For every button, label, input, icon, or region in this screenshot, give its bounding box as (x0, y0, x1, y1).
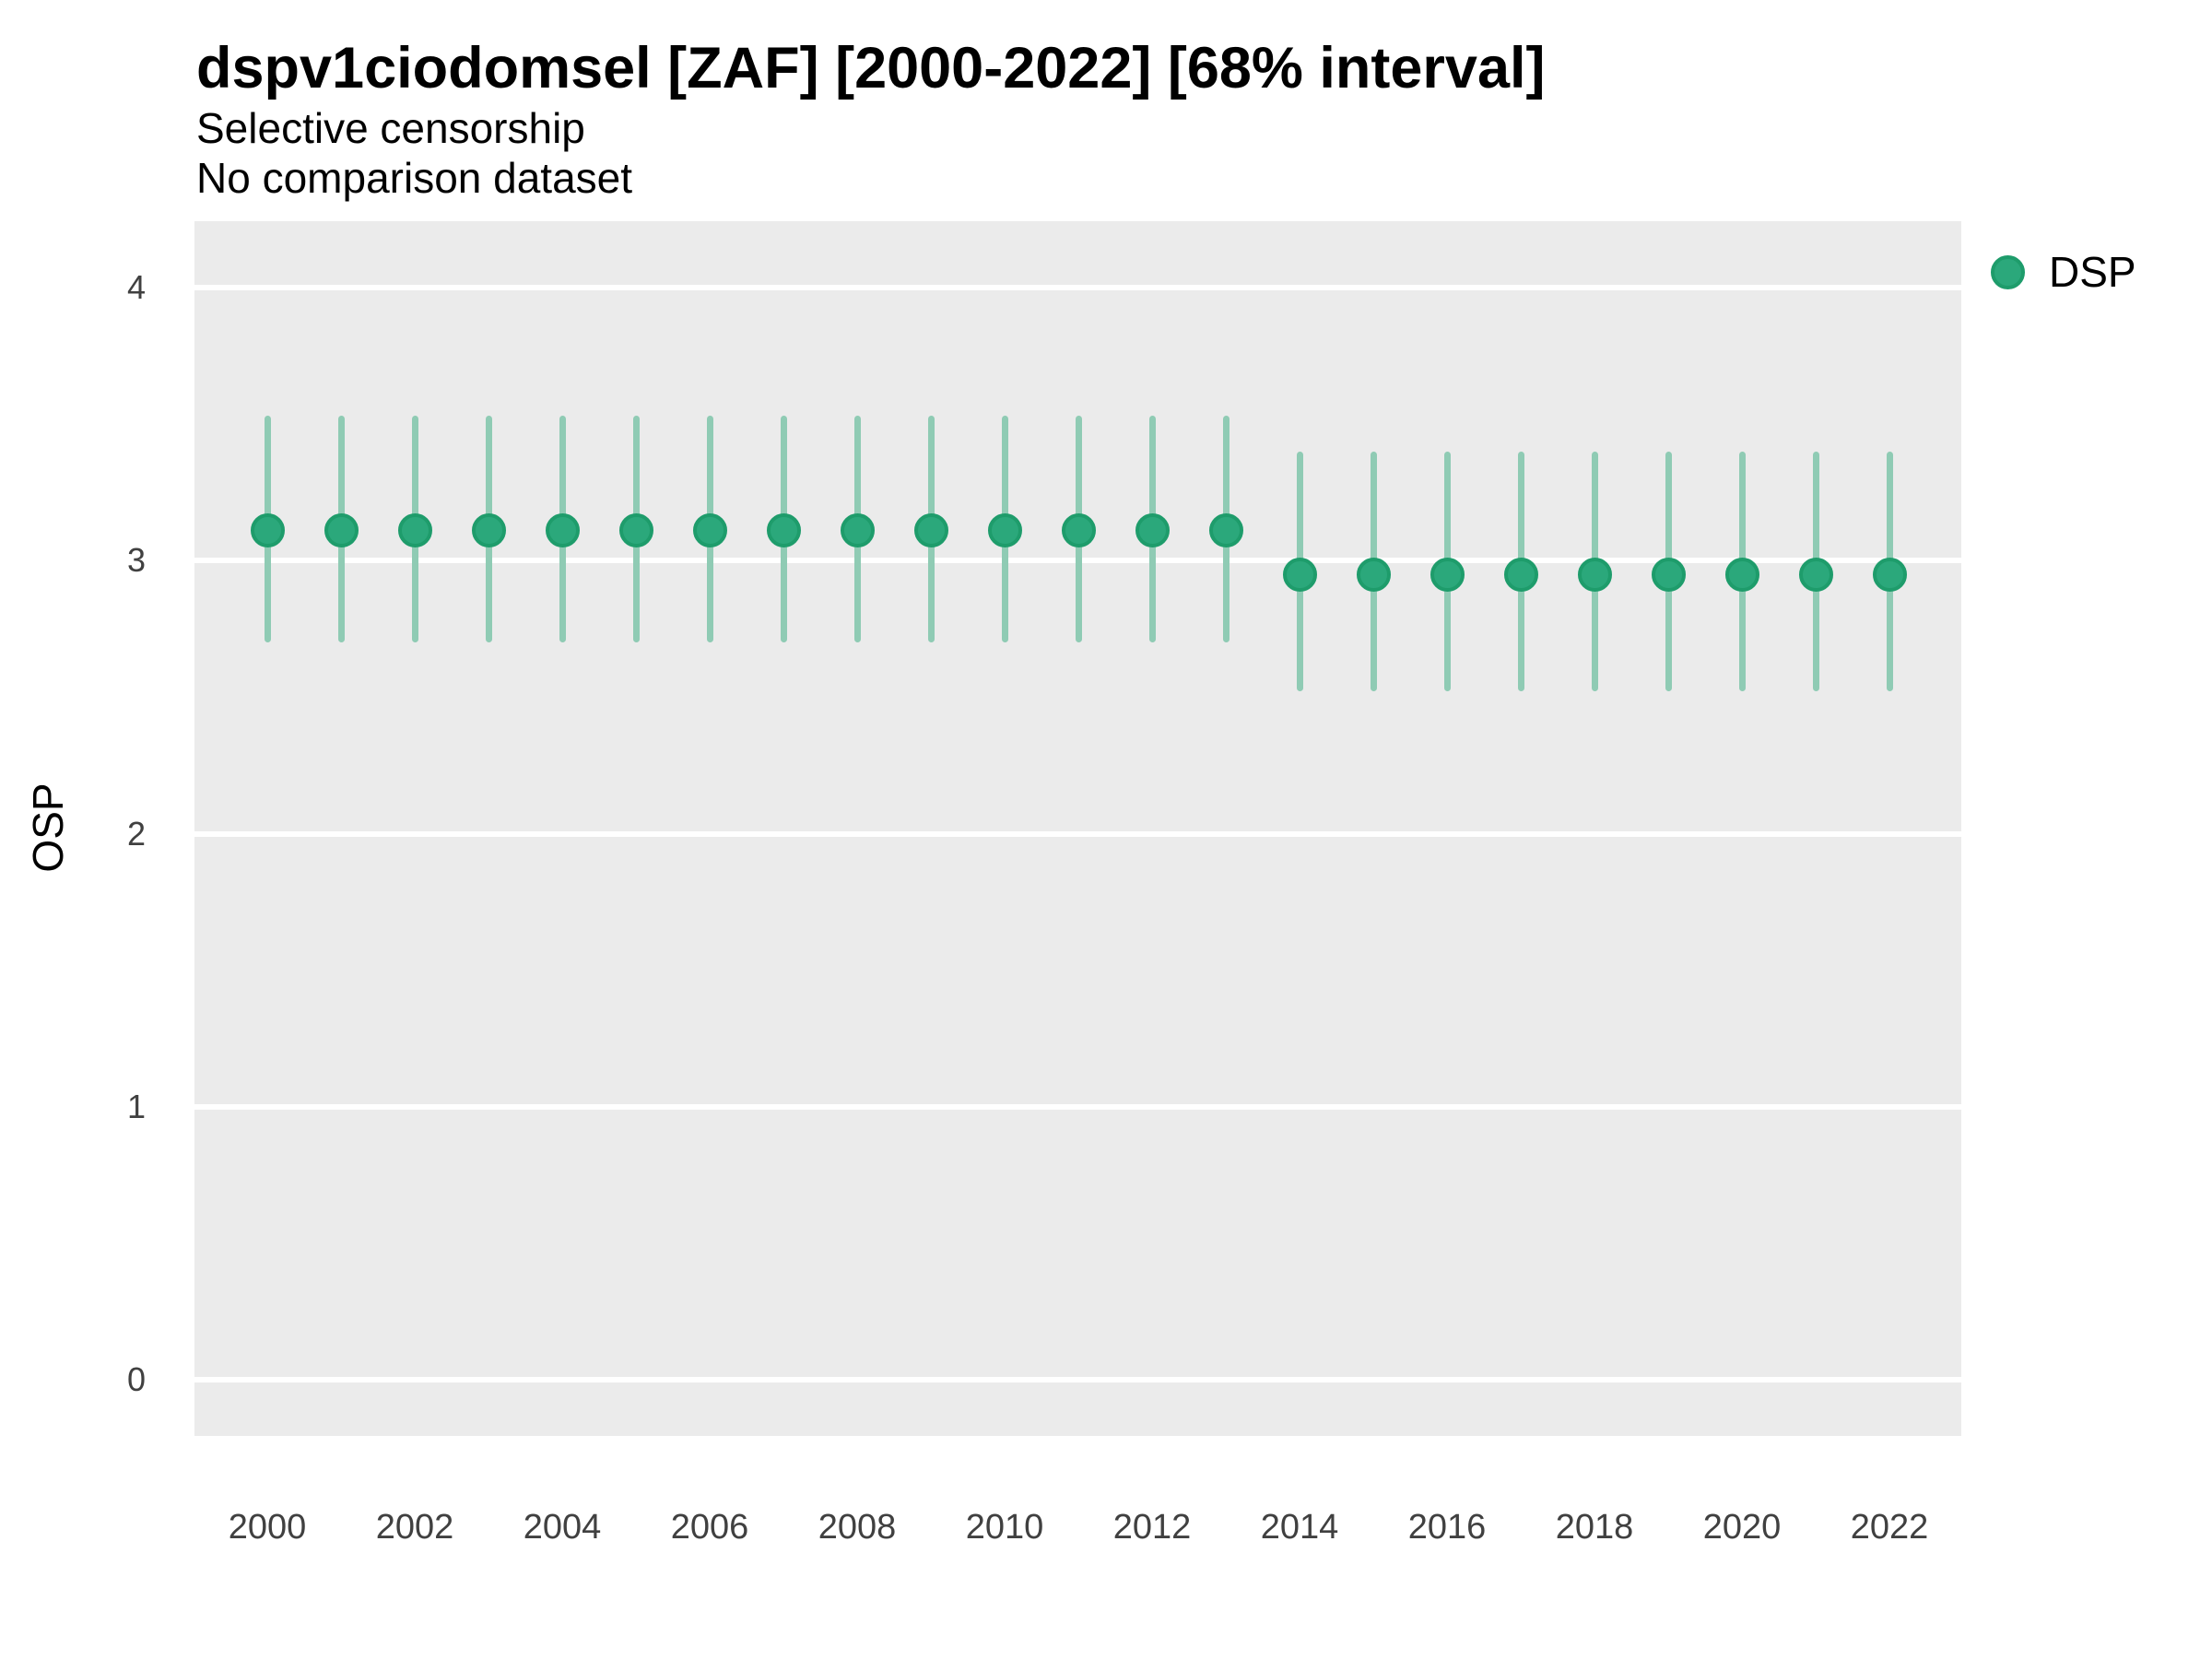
x-tick-label: 2010 (965, 1508, 1044, 1547)
x-tick-label: 2006 (670, 1508, 749, 1547)
x-tick-label: 2002 (375, 1508, 454, 1547)
x-tick-label: 2014 (1260, 1508, 1339, 1547)
x-tick-label: 2008 (818, 1508, 897, 1547)
data-point (692, 513, 727, 548)
y-tick-label: 2 (126, 814, 146, 853)
y-tick-label: 0 (126, 1360, 146, 1398)
data-point (1356, 557, 1391, 592)
data-point (324, 513, 359, 548)
data-point (1577, 557, 1612, 592)
data-point (987, 513, 1022, 548)
x-tick-label: 2000 (228, 1508, 307, 1547)
y-gridline (194, 1103, 1961, 1110)
legend-dsp-point-icon (1991, 254, 2025, 289)
data-point (618, 513, 653, 548)
data-point (766, 513, 801, 548)
y-tick-label: 4 (126, 268, 146, 306)
data-point (1503, 557, 1538, 592)
data-point (1135, 513, 1170, 548)
data-point (1872, 557, 1907, 592)
plot-panel (194, 221, 1961, 1436)
x-tick-label: 2016 (1407, 1508, 1487, 1547)
chart-title: dspv1ciodomsel [ZAF] [2000-2022] [68% in… (196, 36, 1546, 100)
y-gridline (194, 830, 1961, 837)
x-tick-label: 2022 (1850, 1508, 1929, 1547)
data-point (1430, 557, 1465, 592)
data-point (913, 513, 948, 548)
y-tick-label: 3 (126, 541, 146, 580)
data-point (1651, 557, 1686, 592)
legend-dsp-label: DSP (2049, 248, 2136, 296)
data-point (1061, 513, 1096, 548)
data-point (1208, 513, 1243, 548)
legend: DSP (1991, 251, 2136, 293)
y-tick-label: 1 (126, 1087, 146, 1125)
data-point (840, 513, 875, 548)
data-point (471, 513, 506, 548)
chart-subtitle-line1: Selective censorship (196, 104, 585, 152)
x-tick-label: 2004 (523, 1508, 602, 1547)
x-tick-label: 2020 (1702, 1508, 1782, 1547)
data-point (1282, 557, 1317, 592)
chart-subtitle-line2: No comparison dataset (196, 154, 633, 202)
x-tick-label: 2018 (1555, 1508, 1634, 1547)
x-tick-label: 2012 (1112, 1508, 1192, 1547)
data-point (1798, 557, 1833, 592)
y-gridline (194, 285, 1961, 290)
y-gridline (194, 1377, 1961, 1382)
data-point (1724, 557, 1759, 592)
data-point (250, 513, 285, 548)
data-point (545, 513, 580, 548)
data-point (397, 513, 432, 548)
